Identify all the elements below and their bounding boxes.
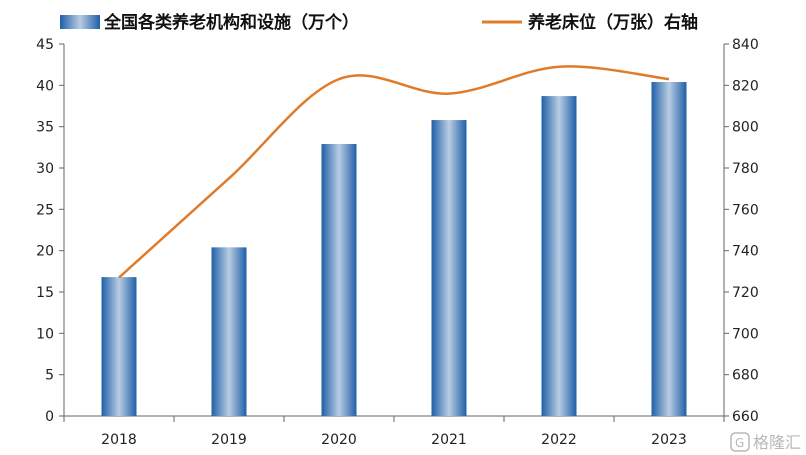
y-left-tick-label: 35 (36, 120, 54, 136)
y-left-tick-label: 10 (36, 326, 54, 342)
line-series (118, 65, 670, 279)
x-axis-labels: 2018 2019 2020 2021 2022 2023 (101, 432, 687, 448)
y-left-tick-label: 15 (36, 285, 54, 301)
y-left-tick-label: 20 (36, 244, 54, 260)
bar-2019 (211, 247, 247, 416)
y-left-tick-label: 40 (36, 78, 54, 94)
axes (59, 43, 729, 422)
line-series-path (118, 65, 670, 279)
y-left-tick-label: 5 (45, 368, 54, 384)
bar-2021 (431, 120, 467, 416)
y-right-axis-labels: 660 680 700 720 740 760 780 800 820 840 (732, 37, 759, 425)
y-left-tick-label: 30 (36, 161, 54, 177)
bar-2018 (101, 277, 137, 416)
x-tick-label: 2020 (321, 432, 357, 448)
bar-2022 (541, 96, 577, 416)
legend-line-label: 养老床位（万张）右轴 (527, 12, 698, 33)
x-tick-label: 2023 (651, 432, 687, 448)
g-logo-icon (730, 432, 750, 452)
y-right-tick-label: 660 (732, 409, 759, 425)
bar-2023 (651, 82, 687, 416)
y-left-tick-label: 45 (36, 37, 54, 53)
y-left-tick-label: 0 (45, 409, 54, 425)
g-logo-letter: G (735, 436, 744, 450)
y-right-tick-label: 720 (732, 285, 759, 301)
y-right-tick-label: 700 (732, 326, 759, 342)
legend-bar-swatch (60, 15, 100, 29)
y-right-tick-label: 840 (732, 37, 759, 53)
y-right-tick-label: 680 (732, 368, 759, 384)
legend-bar-label: 全国各类养老机构和设施（万个） (103, 12, 359, 33)
y-left-axis-labels: 0 5 10 15 20 25 30 35 40 45 (36, 37, 54, 425)
y-right-tick-label: 780 (732, 161, 759, 177)
x-tick-label: 2021 (431, 432, 467, 448)
y-right-tick-label: 740 (732, 244, 759, 260)
x-tick-label: 2018 (101, 432, 137, 448)
bars (101, 82, 687, 416)
x-tick-label: 2022 (541, 432, 577, 448)
bar-2020 (321, 144, 357, 416)
watermark-text: 格隆汇 (753, 433, 801, 452)
y-left-tick-label: 25 (36, 202, 54, 218)
y-right-tick-label: 760 (732, 202, 759, 218)
x-tick-label: 2019 (211, 432, 247, 448)
watermark: G 格隆汇 (730, 432, 801, 452)
y-right-tick-label: 820 (732, 78, 759, 94)
legend: 全国各类养老机构和设施（万个） 养老床位（万张）右轴 (60, 12, 698, 33)
y-right-tick-label: 800 (732, 120, 759, 136)
